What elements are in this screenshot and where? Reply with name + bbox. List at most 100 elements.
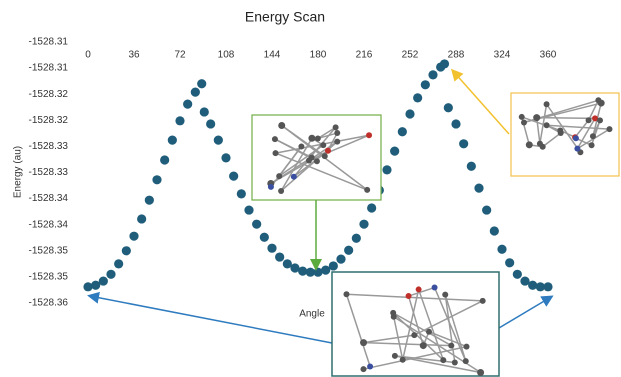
atom [400,357,406,363]
data-point [428,70,437,79]
data-point [467,162,476,171]
atom [452,360,458,366]
y-tick-label: -1528.31 [29,63,69,74]
data-point [129,232,138,241]
atom [440,357,446,363]
atom [416,286,422,292]
atom [325,148,331,154]
x-tick-label: 144 [264,50,281,61]
atom [521,119,527,125]
x-axis-label: Angle [299,309,325,320]
atom [273,150,279,156]
atom [298,144,304,150]
data-point [252,220,261,229]
y-tick-label: -1528.36 [29,298,69,309]
data-point [440,59,449,68]
y-tick-label: -1528.35 [29,245,69,256]
atom [420,342,427,349]
data-point [352,234,361,243]
data-point [183,100,192,109]
data-point [444,103,453,112]
data-point [474,184,483,193]
atom [334,130,340,136]
data-point [329,261,338,270]
data-point [421,80,430,89]
data-point [275,252,284,261]
atom [278,122,285,129]
data-point [490,226,499,235]
data-point [244,205,253,214]
atom [314,158,320,164]
atom [333,124,339,130]
atom [573,135,579,141]
data-point [482,205,491,214]
data-point [344,246,353,255]
atom [392,353,398,359]
atom [590,133,596,139]
atom [586,117,592,123]
data-point [336,255,345,264]
data-point [398,127,407,136]
atom [432,285,438,291]
data-point [221,153,230,162]
x-tick-label: 36 [128,50,140,61]
data-point [237,189,246,198]
x-tick-label: 324 [494,50,511,61]
data-point [413,93,422,102]
data-point [106,270,115,279]
data-point [359,220,368,229]
data-point [83,282,92,291]
y-tick-label: -1528.31 [29,37,69,48]
atom [390,310,396,316]
y-tick-label: -1528.33 [29,141,69,152]
data-point [367,203,376,212]
atom [291,174,297,180]
data-point [390,146,399,155]
x-tick-label: 0 [85,50,91,61]
atom [589,142,595,148]
data-point [229,172,238,181]
atom [540,144,546,150]
atom [364,187,370,193]
atom [315,135,321,141]
data-point [99,276,108,285]
atom [320,142,326,148]
atom [477,369,484,376]
data-point [543,282,552,291]
atom [306,158,312,164]
x-tick-label: 252 [402,50,419,61]
data-point [200,107,209,116]
data-point [405,109,414,118]
atom [448,343,454,349]
data-point [497,245,506,254]
data-point [528,281,537,290]
atom [426,329,432,335]
atom [544,122,550,128]
atom [268,184,274,190]
atom [557,127,563,133]
data-point [505,258,514,267]
atom [411,332,417,338]
atom [360,366,366,372]
data-point [122,246,131,255]
y-tick-label: -1528.35 [29,272,69,283]
y-tick-label: -1528.33 [29,167,69,178]
data-point [160,155,169,164]
x-tick-label: 288 [448,50,465,61]
arrow [90,296,332,343]
annotations [90,71,619,376]
arrow [499,297,551,328]
atom [463,358,469,364]
data-point [214,136,223,145]
atom [343,291,349,297]
atom [334,139,340,145]
x-tick-label: 180 [310,50,327,61]
y-tick-label: -1528.34 [29,193,69,204]
data-point [382,165,391,174]
data-point [191,88,200,97]
atom [272,136,278,142]
atom [367,364,373,370]
y-tick-label: -1528.32 [29,115,69,126]
x-tick-label: 72 [174,50,186,61]
x-tick-label: 360 [540,50,557,61]
